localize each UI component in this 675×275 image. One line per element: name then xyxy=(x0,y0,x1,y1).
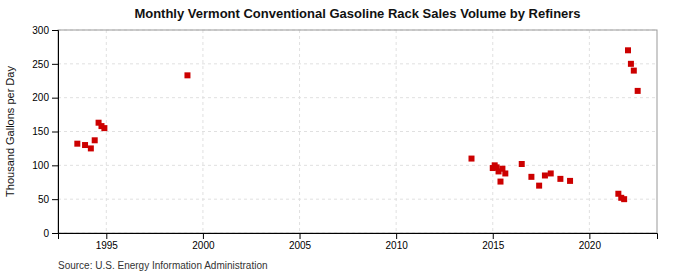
tick: 2020 xyxy=(579,233,602,251)
tick-label: 200 xyxy=(32,92,49,103)
point xyxy=(625,47,631,53)
tick: 0 xyxy=(43,228,58,239)
tick-mark xyxy=(52,64,58,65)
point xyxy=(631,68,637,74)
tick-label: 0 xyxy=(43,228,49,239)
point xyxy=(567,178,573,184)
axis-line xyxy=(59,234,658,240)
point xyxy=(542,172,548,178)
tick: 250 xyxy=(32,59,58,70)
tick-mark xyxy=(52,30,58,31)
point xyxy=(497,179,503,185)
tick-mark xyxy=(52,233,58,234)
point xyxy=(74,141,80,147)
point xyxy=(628,61,634,67)
tick-mark xyxy=(300,233,301,239)
tick-label: 50 xyxy=(38,194,50,205)
points xyxy=(74,47,640,202)
plot: 1995 2000 2005 2010 2015 2020 0 50 100 150 200 250 3… xyxy=(32,25,657,251)
grid-line xyxy=(58,131,657,132)
tick-label: 2010 xyxy=(386,240,409,251)
point xyxy=(82,142,88,148)
tick-label: 2005 xyxy=(289,240,312,251)
y-axis-title: Thousand Gallons per Day xyxy=(4,66,16,197)
grid-line xyxy=(58,199,657,200)
tick: 300 xyxy=(32,25,58,36)
tick-mark xyxy=(52,98,58,99)
tick-mark xyxy=(493,233,494,239)
point xyxy=(88,145,94,151)
tick-label: 2000 xyxy=(192,240,215,251)
tick: 100 xyxy=(32,160,58,171)
tick-mark xyxy=(203,233,204,239)
point xyxy=(528,174,534,180)
point xyxy=(92,137,98,143)
tick: 2010 xyxy=(386,233,409,251)
tick-label: 150 xyxy=(32,126,49,137)
point xyxy=(621,196,627,202)
tick-mark xyxy=(52,165,58,166)
tick-mark xyxy=(589,233,590,239)
grid-line xyxy=(589,30,590,233)
point xyxy=(502,170,508,176)
tick-mark xyxy=(52,199,58,200)
tick-label: 250 xyxy=(32,59,49,70)
point xyxy=(184,72,190,78)
point xyxy=(557,176,563,182)
axis-line xyxy=(52,31,59,234)
grid-line xyxy=(58,63,657,64)
annotation: Source: U.S. Energy Information Administ… xyxy=(58,260,268,271)
y-axis: 0 50 100 150 200 250 300 xyxy=(32,25,58,239)
grid xyxy=(58,30,657,233)
tick-mark xyxy=(52,132,58,133)
point xyxy=(519,161,525,167)
plot-frame xyxy=(58,30,657,233)
tick: 50 xyxy=(38,194,58,205)
grid-line xyxy=(58,165,657,166)
chart-container: 1995 2000 2005 2010 2015 2020 0 50 100 150 200 250 3… xyxy=(0,0,675,275)
tick: 2000 xyxy=(192,233,215,251)
tick-mark xyxy=(396,233,397,239)
tick: 150 xyxy=(32,126,58,137)
point xyxy=(548,170,554,176)
point xyxy=(469,156,475,162)
chart: 1995 2000 2005 2010 2015 2020 0 50 100 150 200 250 3… xyxy=(0,0,675,275)
tick: 200 xyxy=(32,92,58,103)
tick: 2005 xyxy=(289,233,312,251)
point xyxy=(536,183,542,189)
tick-label: 100 xyxy=(32,160,49,171)
point xyxy=(101,125,107,131)
title: Monthly Vermont Conventional Gasoline Ra… xyxy=(134,6,580,21)
tick-label: 2020 xyxy=(579,240,602,251)
tick: 2015 xyxy=(482,233,505,251)
tick: 1995 xyxy=(96,233,119,251)
tick-label: 1995 xyxy=(96,240,119,251)
point xyxy=(635,88,641,94)
tick-mark xyxy=(106,233,107,239)
tick-label: 2015 xyxy=(482,240,505,251)
grid-line xyxy=(58,97,657,98)
tick-label: 300 xyxy=(32,25,49,36)
x-axis: 1995 2000 2005 2010 2015 2020 xyxy=(59,233,658,251)
